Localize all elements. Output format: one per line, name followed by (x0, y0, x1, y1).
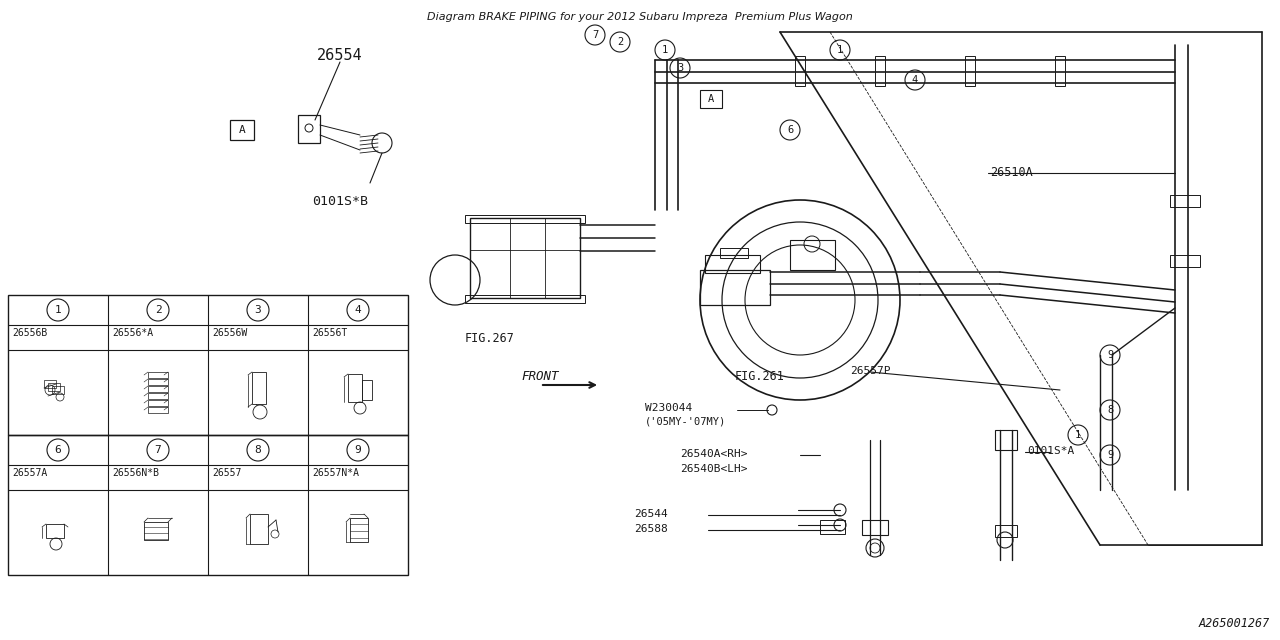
Text: 26540A<RH>: 26540A<RH> (680, 449, 748, 459)
Polygon shape (143, 518, 172, 522)
Text: 0101S*A: 0101S*A (1027, 446, 1074, 456)
Bar (795, 56, 805, 86)
Bar (995, 430, 1018, 450)
Bar (700, 90, 722, 108)
Text: Diagram BRAKE PIPING for your 2012 Subaru Impreza  Premium Plus Wagon: Diagram BRAKE PIPING for your 2012 Subar… (428, 12, 852, 22)
Bar (861, 520, 888, 535)
Bar (8, 435, 408, 575)
Text: 1: 1 (837, 45, 844, 55)
Text: 6: 6 (787, 125, 794, 135)
Bar (148, 407, 168, 413)
Text: 9: 9 (1107, 450, 1114, 460)
Text: 26556W: 26556W (212, 328, 247, 338)
Bar (46, 524, 64, 538)
Text: 8: 8 (1107, 405, 1114, 415)
Text: FIG.267: FIG.267 (465, 332, 515, 345)
Text: 7: 7 (591, 30, 598, 40)
Bar (250, 514, 268, 544)
Bar (44, 380, 56, 388)
Text: A: A (238, 125, 246, 135)
Text: 2: 2 (617, 37, 623, 47)
Bar (876, 56, 884, 86)
Text: A265001267: A265001267 (1199, 617, 1270, 630)
Bar (148, 372, 168, 378)
Text: 26588: 26588 (635, 524, 668, 534)
Text: 26556*A: 26556*A (113, 328, 154, 338)
Bar (790, 240, 835, 270)
Bar (252, 372, 266, 404)
Text: 3: 3 (255, 305, 261, 315)
Bar (148, 386, 168, 392)
Text: 26557P: 26557P (850, 366, 891, 376)
Bar (349, 518, 369, 542)
Text: 9: 9 (1107, 350, 1114, 360)
Bar (348, 374, 362, 402)
Text: ('05MY-'07MY): ('05MY-'07MY) (645, 417, 726, 427)
Text: 9: 9 (355, 445, 361, 455)
Text: 26544: 26544 (635, 509, 668, 519)
Bar (820, 520, 845, 534)
Bar (705, 255, 760, 273)
Bar (1170, 195, 1201, 207)
Text: 26557N*A: 26557N*A (312, 468, 358, 478)
Text: 1: 1 (1075, 430, 1082, 440)
Text: 0101S*B: 0101S*B (312, 195, 369, 208)
Bar (230, 120, 253, 140)
Bar (1170, 255, 1201, 267)
Text: 26556T: 26556T (312, 328, 347, 338)
Bar (465, 295, 585, 303)
Bar (465, 215, 585, 223)
Text: 4: 4 (911, 75, 918, 85)
Text: 26554: 26554 (317, 48, 362, 63)
Bar (52, 386, 64, 394)
Text: 26540B<LH>: 26540B<LH> (680, 464, 748, 474)
Text: 8: 8 (255, 445, 261, 455)
Text: 26510A: 26510A (989, 166, 1033, 179)
Text: 1: 1 (55, 305, 61, 315)
Bar (1055, 56, 1065, 86)
Bar (995, 525, 1018, 537)
Bar (298, 115, 320, 143)
Text: W230044: W230044 (645, 403, 692, 413)
Text: FIG.261: FIG.261 (735, 370, 785, 383)
Bar (148, 400, 168, 406)
Text: 26557A: 26557A (12, 468, 47, 478)
Text: 1: 1 (662, 45, 668, 55)
Text: 4: 4 (355, 305, 361, 315)
Text: 6: 6 (55, 445, 61, 455)
Bar (148, 393, 168, 399)
Bar (719, 248, 748, 258)
Text: A: A (708, 94, 714, 104)
Text: 2: 2 (155, 305, 161, 315)
Bar (143, 522, 168, 540)
Bar (49, 383, 60, 391)
Bar (148, 379, 168, 385)
Bar (8, 295, 408, 435)
Text: 3: 3 (677, 63, 684, 73)
Bar (362, 380, 372, 400)
Text: 7: 7 (155, 445, 161, 455)
Bar (700, 270, 771, 305)
Bar (470, 218, 580, 298)
Text: 26556B: 26556B (12, 328, 47, 338)
Text: 26556N*B: 26556N*B (113, 468, 159, 478)
Text: FRONT: FRONT (521, 370, 559, 383)
Text: 26557: 26557 (212, 468, 242, 478)
Bar (965, 56, 975, 86)
